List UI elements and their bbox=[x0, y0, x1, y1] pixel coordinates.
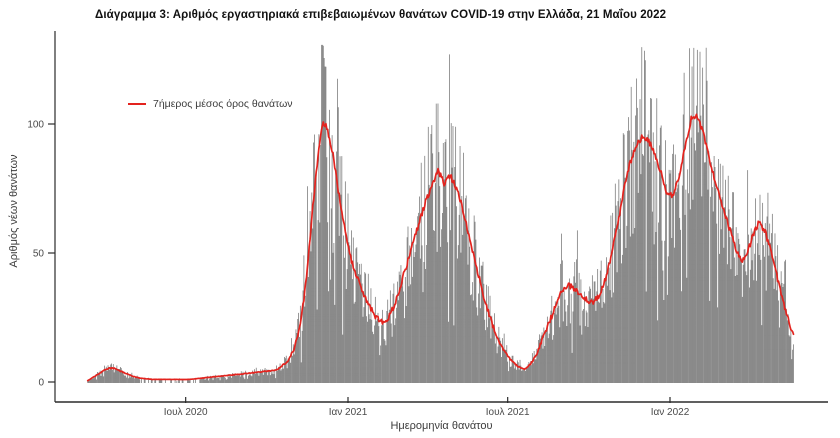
chart-title: Διάγραμμα 3: Αριθμός εργαστηριακά επιβεβ… bbox=[95, 9, 667, 21]
chart-legend: 7ήμερος μέσος όρος θανάτων bbox=[128, 98, 293, 110]
x-tick-label: Ιαν 2021 bbox=[329, 407, 368, 418]
seven-day-average-line bbox=[86, 113, 795, 382]
y-tick-label: 0 bbox=[38, 378, 44, 389]
x-axis-title: Ημερομηνία θανάτου bbox=[390, 420, 493, 432]
y-axis-title: Αριθμός νέων θανάτων bbox=[8, 154, 20, 268]
y-tick-label: 50 bbox=[33, 249, 45, 260]
x-tick-label: Ιαν 2022 bbox=[651, 407, 690, 418]
x-tick-label: Ιουλ 2021 bbox=[486, 407, 530, 418]
legend-label: 7ήμερος μέσος όρος θανάτων bbox=[153, 98, 293, 110]
y-tick-label: 100 bbox=[27, 120, 44, 131]
daily-deaths-bars bbox=[87, 44, 794, 383]
legend-line-swatch bbox=[128, 103, 146, 105]
x-tick-label: Ιουλ 2020 bbox=[164, 407, 208, 418]
